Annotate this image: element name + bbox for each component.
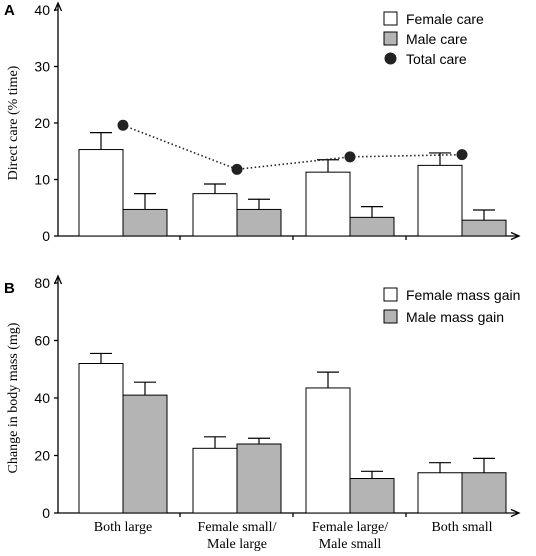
y-axis-title: Change in body mass (mg): [6, 322, 21, 473]
legend-swatch: [383, 11, 398, 26]
x-category-label: Both small: [431, 520, 492, 535]
bar-female-care: [417, 164, 463, 237]
bar-male-mass-gain: [122, 394, 168, 514]
legend-label: Male care: [406, 31, 468, 47]
x-category-label: Female small/: [198, 520, 277, 535]
legend-label: Female care: [406, 11, 484, 27]
total-care-line: [122, 124, 463, 171]
panel-letter: B: [4, 280, 15, 297]
bar-male-care: [122, 208, 168, 237]
y-tick-label: 20: [34, 115, 50, 131]
y-tick-label: 10: [34, 172, 50, 188]
bar-female-mass-gain: [192, 447, 238, 514]
total-care-point: [231, 163, 243, 175]
y-axis-arrow: [53, 274, 63, 285]
y-axis-arrow: [53, 1, 63, 12]
total-care-point: [117, 119, 129, 131]
panel-b: B 0 20 40 60 80 Change in body mass (mg) Female…: [4, 274, 521, 552]
y-tick-label: 40: [34, 390, 50, 406]
legend-label: Female mass gain: [406, 287, 520, 303]
x-category-label: Both large: [94, 520, 152, 535]
x-category-label: Male large: [207, 537, 267, 552]
bar-female-mass-gain: [305, 387, 351, 514]
panel-letter: A: [4, 2, 15, 19]
legend-swatch: [383, 31, 398, 46]
bar-female-care: [305, 171, 351, 237]
bar-female-care: [192, 193, 238, 237]
x-category-label: Female large/: [312, 520, 388, 535]
legend-swatch: [383, 287, 398, 302]
y-tick-label: 60: [34, 333, 50, 349]
bar-male-mass-gain: [349, 478, 395, 514]
y-tick-label: 80: [34, 275, 50, 291]
bar-male-care: [236, 208, 282, 237]
y-tick-label: 0: [42, 505, 50, 521]
legend-label: Total care: [406, 51, 467, 67]
bar-female-mass-gain: [417, 472, 463, 514]
legend-label: Male mass gain: [406, 309, 504, 325]
bar-male-care: [461, 219, 507, 237]
bar-female-care: [78, 149, 124, 237]
x-category-label: Male small: [319, 537, 382, 552]
panel-a: A 0 10 20 30 40 Direct care (% time) Female car…: [4, 1, 521, 244]
x-axis-arrow: [510, 508, 521, 518]
y-tick-label: 30: [34, 59, 50, 75]
y-tick-label: 0: [42, 228, 50, 244]
legend-marker: [384, 52, 397, 65]
bar-male-mass-gain: [461, 472, 507, 514]
y-tick-label: 40: [34, 2, 50, 18]
bar-male-care: [349, 216, 395, 237]
total-care-point: [456, 149, 468, 161]
legend-swatch: [383, 309, 398, 324]
x-axis-arrow: [510, 231, 521, 241]
y-tick-label: 20: [34, 448, 50, 464]
y-axis-title: Direct care (% time): [6, 65, 21, 180]
total-care-point: [344, 151, 356, 163]
bar-male-mass-gain: [236, 443, 282, 514]
bar-female-mass-gain: [78, 363, 124, 514]
